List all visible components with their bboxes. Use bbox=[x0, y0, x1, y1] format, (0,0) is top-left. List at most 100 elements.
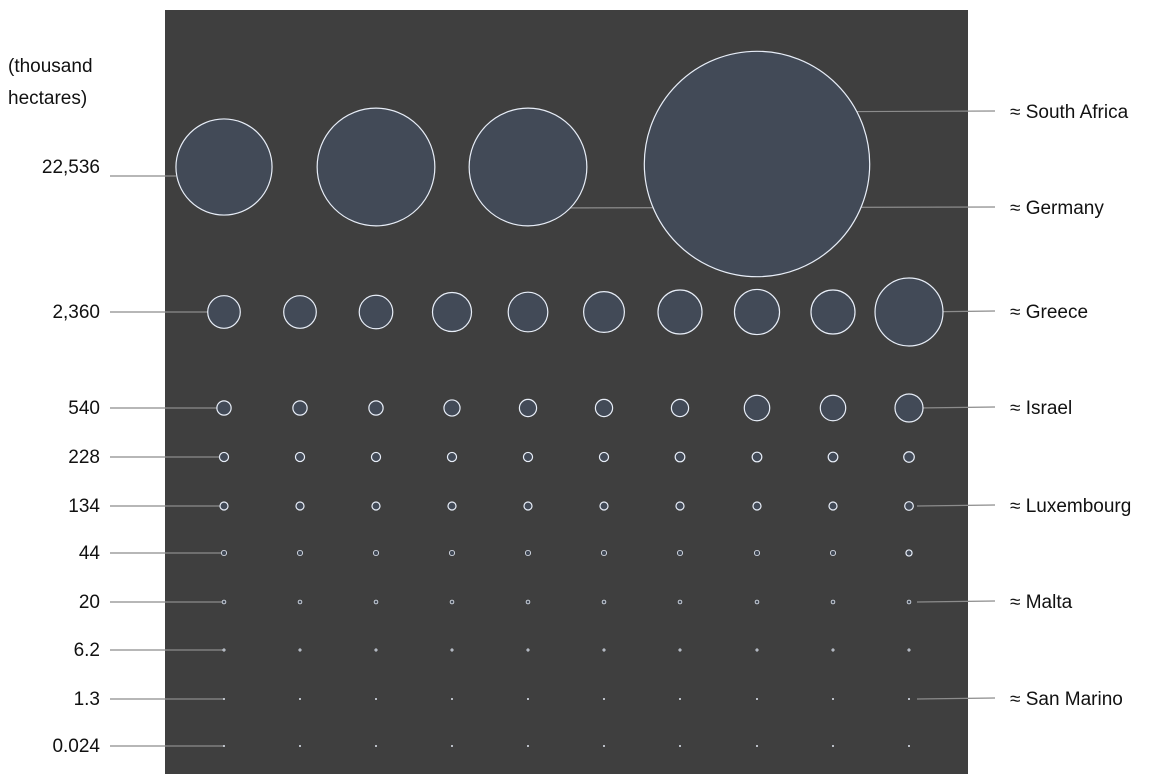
annotation-label: ≈ Israel bbox=[1010, 398, 1072, 419]
bubble-row9-col5 bbox=[603, 745, 606, 748]
row-value-label: 228 bbox=[68, 447, 100, 468]
bubble-row9-col0 bbox=[222, 745, 225, 748]
bubble-row8-col2 bbox=[374, 698, 377, 701]
bubble-row7-col7 bbox=[755, 648, 759, 652]
bubble-row5-col4 bbox=[524, 549, 532, 557]
annotation-leader-line bbox=[916, 600, 996, 603]
row-value-label: 22,536 bbox=[42, 157, 100, 178]
bubble-row7-col6 bbox=[678, 648, 682, 652]
annotation-leader-line bbox=[916, 504, 996, 507]
bubble-row8-col7 bbox=[756, 698, 759, 701]
bubble-row1-col0 bbox=[207, 295, 241, 329]
bubble-row8-col3 bbox=[450, 698, 453, 701]
bubble-row9-col7 bbox=[756, 745, 759, 748]
bubble-row1-col9 bbox=[874, 277, 944, 347]
bubble-row6-col5 bbox=[601, 599, 607, 605]
bubble-row9-col4 bbox=[527, 745, 530, 748]
bubble-row0-col2 bbox=[468, 107, 588, 227]
bubble-row2-col1 bbox=[292, 400, 308, 416]
bubble-row9-col2 bbox=[374, 745, 377, 748]
bubble-row8-col6 bbox=[679, 698, 682, 701]
bubble-row5-col6 bbox=[676, 549, 684, 557]
bubble-row3-col0 bbox=[218, 451, 230, 463]
bubble-row3-col8 bbox=[827, 451, 839, 463]
bubble-row6-col4 bbox=[525, 599, 531, 605]
bubble-row8-col4 bbox=[527, 698, 530, 701]
row-value-label: 20 bbox=[79, 592, 100, 613]
bubble-row5-col7 bbox=[753, 549, 761, 557]
bubble-row2-col2 bbox=[368, 400, 384, 416]
bubble-row8-col9 bbox=[908, 698, 911, 701]
row-value-label: 2,360 bbox=[52, 302, 100, 323]
bubble-row4-col9 bbox=[904, 501, 914, 511]
annotation-label: ≈ San Marino bbox=[1010, 689, 1123, 710]
bubble-row6-col7 bbox=[754, 599, 760, 605]
bubble-row7-col4 bbox=[526, 648, 530, 652]
bubble-row1-col4 bbox=[507, 291, 549, 333]
bubble-row7-col0 bbox=[222, 648, 226, 652]
bubble-row4-col5 bbox=[599, 501, 609, 511]
row-value-label: 1.3 bbox=[74, 689, 100, 710]
bubble-row7-col5 bbox=[602, 648, 606, 652]
bubble-row7-col1 bbox=[298, 648, 302, 652]
annotation-label: ≈ South Africa bbox=[1010, 102, 1129, 123]
bubble-row3-col3 bbox=[446, 451, 458, 463]
bubble-row9-col1 bbox=[298, 745, 301, 748]
bubble-row3-col7 bbox=[751, 451, 763, 463]
bubble-row2-col8 bbox=[819, 394, 847, 422]
bubble-row2-col6 bbox=[670, 398, 690, 418]
bubble-row1-col3 bbox=[431, 291, 473, 333]
row-value-label: 134 bbox=[68, 496, 100, 517]
bubble-row3-col6 bbox=[674, 451, 686, 463]
annotation-label: ≈ Greece bbox=[1010, 302, 1088, 323]
bubble-row2-col4 bbox=[518, 398, 538, 418]
bubble-row5-col5 bbox=[600, 549, 608, 557]
bubble-row1-col1 bbox=[283, 295, 317, 329]
annotation-leader-line bbox=[916, 697, 996, 700]
bubble-row6-col2 bbox=[373, 599, 379, 605]
row-value-label: 540 bbox=[68, 398, 100, 419]
bubble-row3-col1 bbox=[294, 451, 306, 463]
bubble-row2-col0 bbox=[216, 400, 232, 416]
bubble-row2-col3 bbox=[443, 399, 461, 417]
bubble-row1-col5 bbox=[583, 291, 625, 333]
bubble-row9-col8 bbox=[832, 745, 835, 748]
bubble-row1-col7 bbox=[733, 288, 781, 336]
bubble-row1-col2 bbox=[358, 294, 394, 330]
bubble-row1-col8 bbox=[810, 289, 856, 335]
bubble-row0-col0 bbox=[175, 118, 273, 216]
row-value-label: 6.2 bbox=[74, 640, 100, 661]
bubble-row6-col1 bbox=[297, 599, 303, 605]
bubble-row4-col7 bbox=[752, 501, 762, 511]
bubble-row5-col9 bbox=[905, 549, 913, 557]
bubble-row6-col3 bbox=[449, 599, 455, 605]
bubble-row5-col0 bbox=[220, 549, 228, 557]
bubble-row9-col3 bbox=[450, 745, 453, 748]
row-value-label: 0.024 bbox=[52, 736, 100, 757]
bubble-row5-col3 bbox=[448, 549, 456, 557]
bubble-row3-col5 bbox=[598, 451, 610, 463]
annotation-label: ≈ Luxembourg bbox=[1010, 496, 1131, 517]
bubble-row0-col3 bbox=[643, 50, 871, 278]
bubble-row5-col8 bbox=[829, 549, 837, 557]
bubble-row8-col5 bbox=[603, 698, 606, 701]
bubble-row4-col0 bbox=[219, 501, 229, 511]
bubble-row9-col9 bbox=[908, 745, 911, 748]
bubble-row0-col1 bbox=[316, 107, 436, 227]
bubble-row3-col2 bbox=[370, 451, 382, 463]
bubble-row1-col6 bbox=[657, 289, 703, 335]
annotation-label: ≈ Malta bbox=[1010, 592, 1073, 613]
bubble-row8-col1 bbox=[298, 698, 301, 701]
bubble-row5-col2 bbox=[372, 549, 380, 557]
bubble-row8-col8 bbox=[832, 698, 835, 701]
bubble-row7-col3 bbox=[450, 648, 454, 652]
bubble-row7-col8 bbox=[831, 648, 835, 652]
unit-label-line-1: (thousand bbox=[8, 56, 93, 77]
bubble-row4-col1 bbox=[295, 501, 305, 511]
bubble-row2-col5 bbox=[594, 398, 614, 418]
bubble-row4-col8 bbox=[828, 501, 838, 511]
unit-label-line-2: hectares) bbox=[8, 88, 87, 109]
bubble-row6-col9 bbox=[906, 599, 912, 605]
bubble-row3-col9 bbox=[903, 451, 915, 463]
